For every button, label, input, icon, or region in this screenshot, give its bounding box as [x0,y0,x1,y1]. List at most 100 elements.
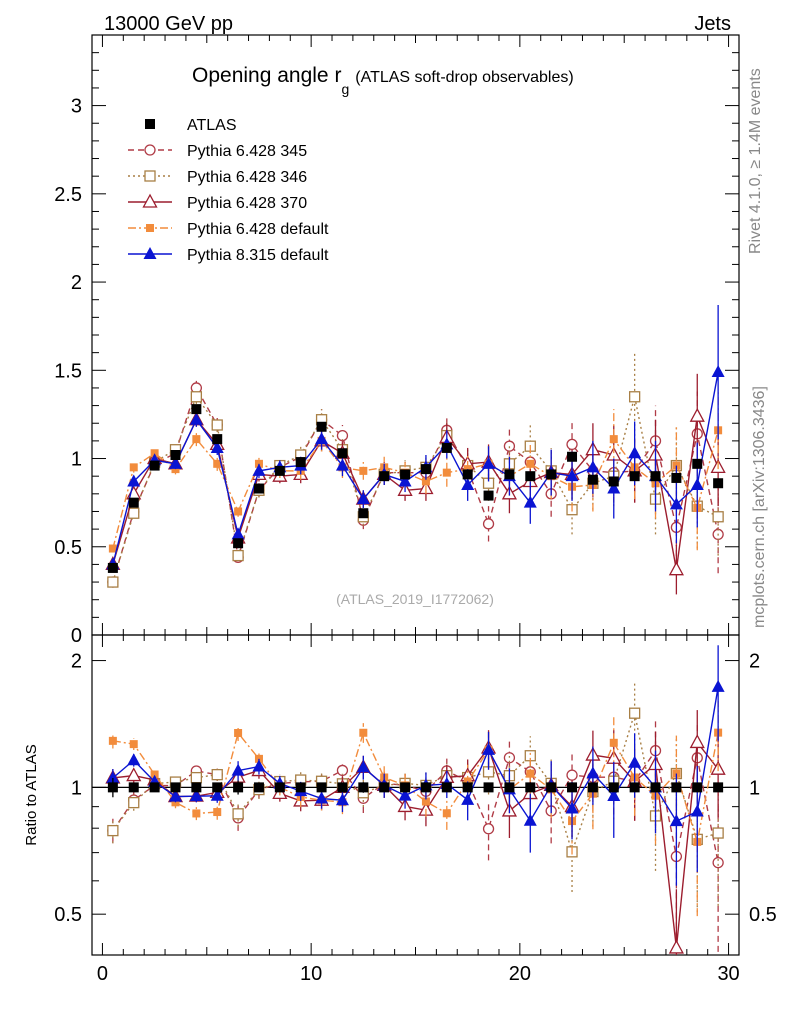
legend-label: Pythia 6.428 346 [187,169,307,186]
data-point [336,764,349,777]
data-point [191,404,202,415]
legend-entry: Pythia 8.315 default [128,247,329,264]
data-point [168,456,182,469]
legend-label: Pythia 6.428 370 [187,195,307,212]
data-point [566,769,578,781]
data-point [232,808,244,820]
data-point [108,736,117,745]
data-point [546,782,557,793]
ratio-panel-frame [91,634,740,956]
data-point [211,768,223,781]
data-point [358,782,369,793]
data-point [189,412,203,425]
data-point [107,576,119,588]
data-point [712,511,724,523]
data-point [398,474,412,487]
data-point [336,429,349,442]
series-pythia-6-428-370-ratio [105,710,726,955]
data-point [669,814,683,827]
legend-label: Pythia 6.428 345 [187,143,307,160]
chart-title-main: Opening angle r [192,64,341,87]
series-line [112,395,719,583]
ratio-axis-label: Ratio to ATLAS [23,744,40,845]
y-tick-label: 1.5 [54,360,82,382]
legend-entry: ATLAS [145,117,237,134]
ratio-series-group [105,645,726,955]
data-point [128,796,140,809]
data-point [398,788,412,801]
ratio-y-tick-label-right: 1 [749,777,760,799]
legend-label: ATLAS [187,117,237,134]
data-point [689,407,705,422]
legend-entry: Pythia 6.428 346 [128,169,307,186]
data-point [316,782,327,793]
data-point [690,478,704,490]
data-point [628,446,642,459]
data-point [234,728,243,737]
data-point [526,459,535,468]
data-point [711,365,725,378]
data-point [107,562,118,573]
legend-marker [143,247,157,259]
data-point [128,507,140,519]
data-point [400,782,411,793]
data-point [567,451,578,462]
data-point [295,457,306,468]
y-tick-label: 0.5 [54,537,82,559]
series-line [112,686,719,823]
mcplots-source-label: mcplots.cern.ch [arXiv:1306.3436] [751,386,768,628]
data-point [150,770,159,779]
data-point [358,508,369,519]
data-point [608,782,619,793]
chart-title: Opening angle rg (ATLAS soft-drop observa… [192,64,574,97]
data-point [210,788,224,801]
data-point [546,469,557,480]
data-point [315,791,329,804]
legend-marker [145,119,155,129]
data-point [671,782,682,793]
data-point [713,782,724,793]
data-point [669,497,683,510]
chart-title-subscript: g [341,81,349,97]
header-process-label: Jets [694,13,731,35]
data-point [692,782,703,793]
data-point [233,538,244,549]
data-point [565,469,579,482]
data-point [170,782,181,793]
chart-subtitle: (ATLAS soft-drop observables) [355,69,573,86]
series-line [112,748,719,863]
data-point [359,728,368,737]
data-point [483,490,494,501]
series-line [112,386,719,583]
series-line [112,430,719,549]
data-point [231,763,245,776]
data-point [587,474,598,485]
data-point [712,827,724,839]
legend-label: Pythia 8.315 default [187,247,329,264]
data-point [191,782,202,793]
data-point [128,782,139,793]
data-point [337,782,348,793]
data-point [566,438,578,451]
data-point [482,518,495,530]
data-point [108,544,117,553]
data-point [337,448,348,459]
data-point [713,478,724,489]
data-point [400,469,411,480]
legend-marker [144,144,156,156]
y-tick-label: 2 [71,272,82,294]
x-tick-label: 10 [300,963,322,985]
legend-marker [146,224,154,232]
data-point [192,809,201,818]
data-point [421,477,430,486]
data-point [107,824,119,837]
data-point [523,495,537,508]
data-point [359,466,368,475]
data-point [587,782,598,793]
data-point [607,481,621,494]
data-point [608,476,619,487]
data-point [503,440,516,452]
data-point [129,740,138,749]
data-point [295,782,306,793]
